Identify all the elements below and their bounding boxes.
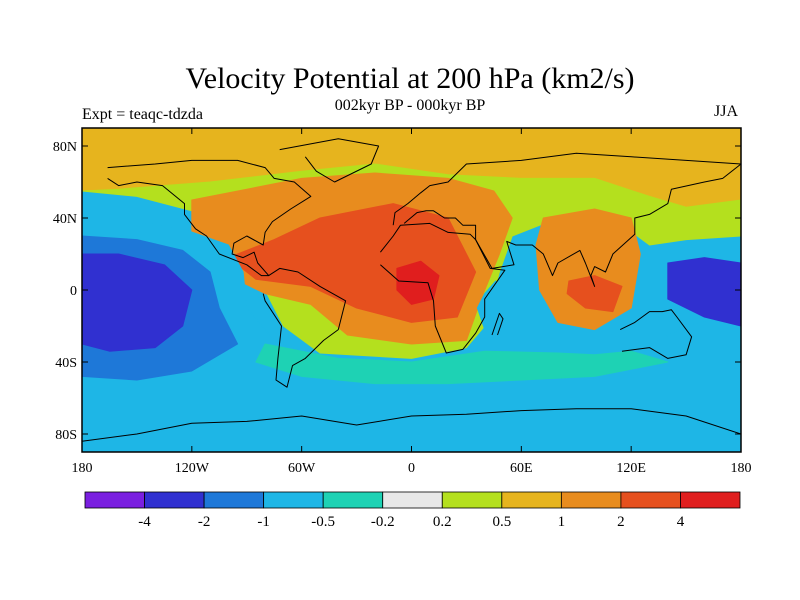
contour-region-west-pacific-dark-blue	[667, 257, 741, 327]
y-tick-label: 40N	[53, 212, 77, 227]
coastline-madagascar	[491, 312, 504, 336]
coastline-greenland	[279, 138, 380, 183]
y-tick-label: 80S	[55, 428, 77, 443]
colorbar-label: -0.2	[371, 514, 395, 530]
colorbar-swatch	[382, 491, 443, 509]
y-tick-label: 40S	[55, 356, 77, 371]
contour-region-southern-ocean-band	[255, 343, 669, 385]
coastline-antarctica	[82, 408, 741, 442]
colorbar-label: -1	[257, 514, 270, 530]
contour-region-indian-ocean-strong	[566, 275, 623, 313]
colorbar-swatch	[441, 491, 503, 509]
coastline-eurasia	[392, 152, 741, 287]
x-tick-label: 60W	[288, 461, 316, 476]
x-tick-label: 180	[72, 461, 93, 476]
coastline-africa	[380, 222, 506, 354]
experiment-label: Expt = teaqc-tdzda	[82, 106, 203, 123]
colorbar-label: 0.2	[433, 514, 452, 530]
colorbar-label: 1	[558, 514, 566, 530]
coastline-south-america	[262, 267, 347, 388]
map-layer	[82, 128, 741, 452]
coastline-australia	[619, 309, 693, 359]
colorbar-label: 4	[677, 514, 685, 530]
colorbar-swatch	[263, 491, 324, 509]
contour-region-africa-core	[396, 260, 440, 305]
coastline-north-america	[107, 159, 312, 277]
contour-region-pacific-dark-blue	[82, 253, 193, 352]
season-label: JJA	[714, 103, 738, 120]
colorbar-swatch	[84, 491, 145, 509]
chart-subtitle: 002kyr BP - 000kyr BP	[335, 97, 486, 114]
x-tick-label: 60E	[510, 461, 533, 476]
x-tick-label: 0	[408, 461, 415, 476]
chart-title: Velocity Potential at 200 hPa (km2/s)	[185, 62, 634, 95]
colorbar-swatch	[144, 491, 205, 509]
axes-layer: 180 120W 60W 0 60E 120E 180 80N 40N 0 40S 80S	[53, 128, 752, 476]
colorbar-swatch	[620, 491, 681, 509]
x-tick-label: 180	[731, 461, 752, 476]
colorbar-swatch	[680, 491, 741, 509]
colorbar-swatch	[560, 491, 622, 509]
x-tick-label: 120W	[175, 461, 210, 476]
y-tick-label: 80N	[53, 140, 77, 155]
y-tick-label: 0	[70, 284, 77, 299]
colorbar-label: 2	[617, 514, 625, 530]
colorbar-label: -2	[198, 514, 211, 530]
x-tick-label: 120E	[616, 461, 646, 476]
colorbar-swatch	[322, 491, 384, 509]
colorbar-swatch	[203, 491, 265, 509]
colorbar-label: 0.5	[492, 514, 511, 530]
colorbar: -4 -2 -1 -0.5 -0.2 0.2 0.5 1 2 4	[84, 491, 741, 530]
colorbar-swatch	[501, 491, 562, 509]
colorbar-label: -4	[138, 514, 151, 530]
colorbar-label: -0.5	[311, 514, 335, 530]
